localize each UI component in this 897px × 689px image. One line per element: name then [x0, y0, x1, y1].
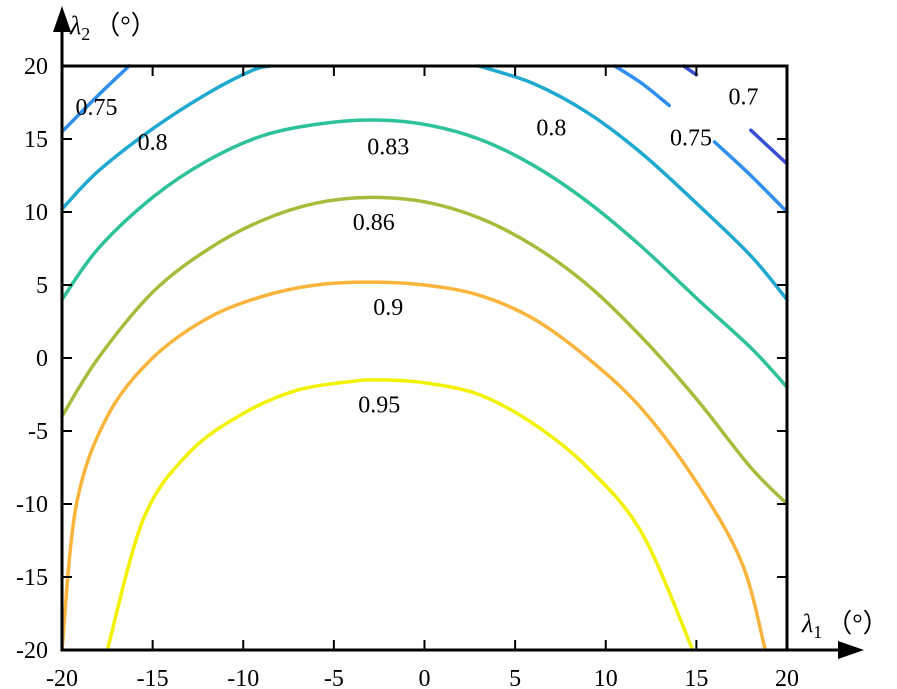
x-axis-label: λ1 （°）	[801, 609, 889, 642]
y-tick-label: -20	[16, 638, 48, 664]
x-tick-label: 20	[775, 666, 799, 689]
axis-ticks: -20 -15 -10 -5 0 5 10 15 20 20 15 10 5 0 -5 -10 -15 -20	[16, 54, 799, 689]
y-tick-label: 20	[24, 54, 48, 80]
y-tick-label: 0	[36, 346, 48, 372]
x-tick-label: 0	[419, 666, 431, 689]
contour-line-0.75	[60, 64, 131, 134]
y-tick-label: -15	[16, 565, 48, 591]
contour-label: 0.75	[670, 126, 712, 152]
x-tick-label: -5	[324, 666, 344, 689]
contour-label: 0.75	[75, 95, 117, 121]
y-tick-label: 15	[24, 127, 48, 153]
x-tick-label: 5	[509, 666, 521, 689]
contour-label: 0.95	[358, 393, 400, 419]
y-tick-label: 5	[36, 273, 48, 299]
contour-label: 0.8	[138, 130, 168, 156]
contour-label: 0.86	[353, 210, 395, 236]
contour-line-0.9	[60, 280, 768, 652]
contour-label: 0.83	[367, 134, 409, 160]
contour-label: 0.7	[729, 85, 759, 111]
contour-line-0.95	[105, 378, 695, 652]
x-tick-label: 10	[594, 666, 618, 689]
y-axis-arrow	[53, 6, 71, 66]
x-axis-subscript: 1	[813, 622, 822, 642]
x-axis-symbol: λ	[801, 609, 813, 638]
contour-line-0.8	[60, 64, 273, 211]
contour-label: 0.8	[536, 115, 566, 141]
contour-line-0.75	[613, 64, 671, 108]
y-axis-label: λ2 （°）	[69, 11, 157, 44]
contour-labels: 0.75 0.8 0.83 0.86 0.9 0.95 0.8 0.75 0.7	[75, 85, 758, 419]
plot-frame	[60, 64, 789, 652]
x-tick-label: -10	[227, 666, 259, 689]
contour-line-0.7	[749, 128, 789, 166]
contour-lines	[60, 64, 789, 652]
x-axis-arrow	[787, 641, 864, 659]
contour-line-0.86	[60, 195, 789, 506]
y-tick-label: -10	[16, 492, 48, 518]
y-axis-unit: （°）	[94, 11, 156, 40]
y-axis-symbol: λ	[69, 11, 81, 40]
x-tick-label: -15	[137, 666, 169, 689]
contour-label: 0.9	[373, 295, 403, 321]
contour-line-0.75	[712, 140, 789, 214]
x-arrow-head	[838, 641, 864, 659]
x-axis-unit: （°）	[826, 609, 888, 638]
contour-line-0.83	[60, 118, 789, 389]
y-tick-label: -5	[28, 419, 48, 445]
y-tick-label: 10	[24, 200, 48, 226]
y-arrow-head	[53, 6, 71, 32]
y-axis-subscript: 2	[81, 24, 90, 44]
x-tick-label: -20	[46, 666, 78, 689]
x-tick-label: 15	[684, 666, 708, 689]
contour-line-0.8	[477, 64, 789, 302]
